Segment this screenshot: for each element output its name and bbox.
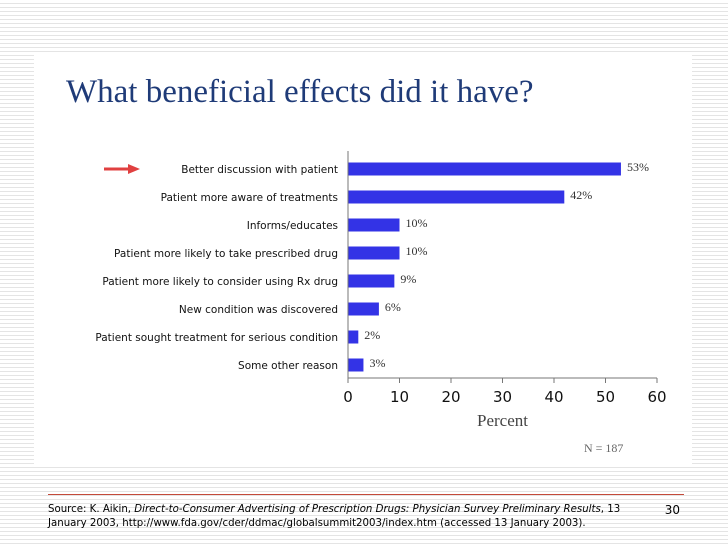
source-publication: Direct-to-Consumer Advertising of Prescr… — [134, 504, 601, 515]
category-label: Better discussion with patient — [181, 164, 338, 176]
x-tick-label: 0 — [343, 388, 353, 406]
value-label: 2% — [364, 328, 380, 342]
bar — [348, 358, 364, 372]
source-citation: Source: K. Aikin, Direct-to-Consumer Adv… — [48, 503, 638, 531]
value-label: 9% — [400, 272, 416, 286]
bar — [348, 330, 359, 344]
category-label: Patient more likely to consider using Rx… — [102, 276, 338, 288]
source-suffix: , 13 January 2003, http://www.fda.gov/cd… — [48, 504, 621, 529]
bar — [348, 274, 395, 288]
x-axis-label: Percent — [477, 411, 528, 430]
category-label: Patient more aware of treatments — [161, 192, 338, 204]
source-prefix: Source: K. Aikin, — [48, 504, 135, 515]
x-tick-label: 30 — [493, 388, 512, 406]
value-label: 53% — [627, 160, 649, 174]
x-tick-label: 60 — [647, 388, 666, 406]
highlight-arrow-icon — [128, 164, 140, 174]
x-tick-label: 40 — [544, 388, 563, 406]
slide-panel — [34, 54, 692, 466]
bar — [348, 302, 379, 316]
x-tick-label: 10 — [390, 388, 409, 406]
sample-size-annotation: N = 187 — [584, 441, 623, 455]
slide-title: What beneficial effects did it have? — [66, 74, 534, 110]
x-tick-label: 20 — [441, 388, 460, 406]
value-label: 10% — [406, 216, 428, 230]
category-label: Patient sought treatment for serious con… — [95, 332, 338, 344]
bar — [348, 190, 565, 204]
value-label: 6% — [385, 300, 401, 314]
category-label: New condition was discovered — [179, 304, 338, 316]
value-label: 42% — [570, 188, 592, 202]
category-label: Some other reason — [238, 360, 338, 372]
category-label: Informs/educates — [247, 220, 338, 232]
bar — [348, 162, 621, 176]
bar — [348, 218, 400, 232]
footer-divider — [48, 494, 684, 495]
bar — [348, 246, 400, 260]
value-label: 3% — [369, 356, 385, 370]
value-label: 10% — [406, 244, 428, 258]
x-tick-label: 50 — [596, 388, 615, 406]
page-number: 30 — [664, 503, 680, 517]
category-label: Patient more likely to take prescribed d… — [114, 248, 338, 260]
